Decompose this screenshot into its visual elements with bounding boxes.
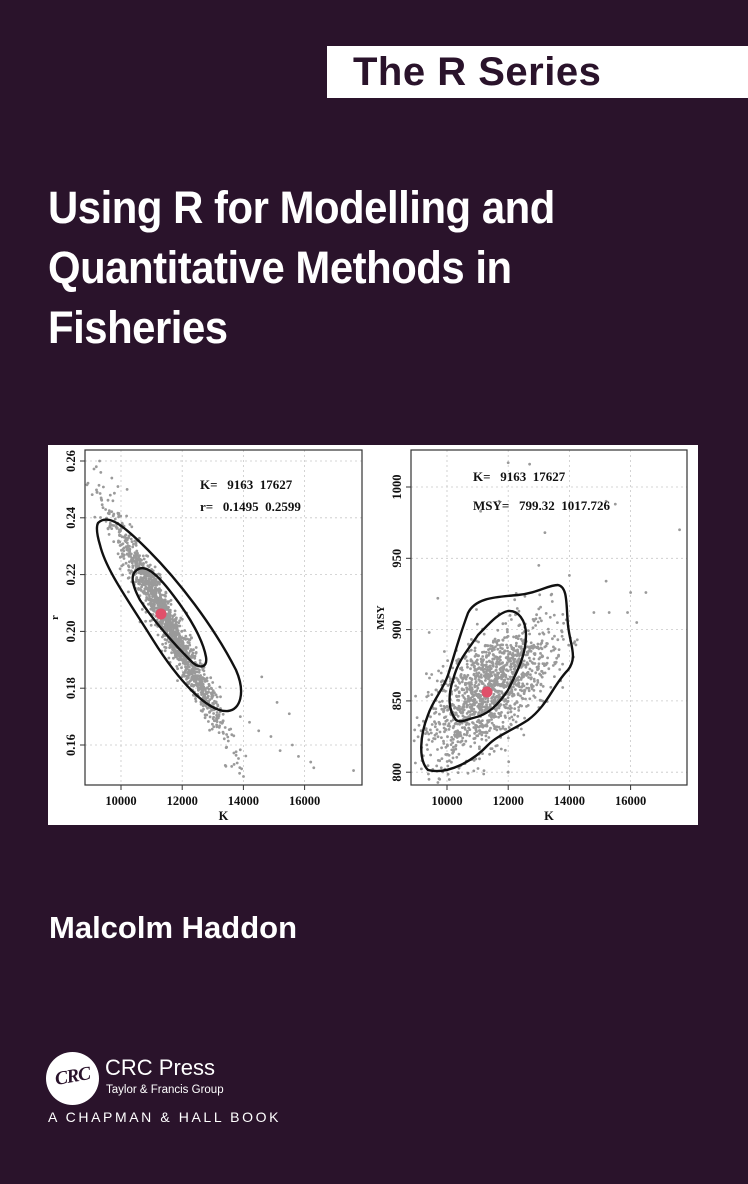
outer-contour: [420, 583, 575, 773]
svg-text:900: 900: [390, 620, 404, 639]
publisher-group: Taylor & Francis Group: [106, 1084, 224, 1096]
crc-logo-icon: CRC: [46, 1052, 99, 1105]
title-line-1: Using R for Modelling and: [48, 182, 555, 233]
right-annot-msy: MSY= 799.32 1017.726: [473, 498, 611, 513]
svg-text:12000: 12000: [493, 794, 524, 808]
svg-text:800: 800: [390, 763, 404, 782]
svg-text:950: 950: [390, 549, 404, 568]
svg-text:850: 850: [390, 692, 404, 711]
svg-text:10000: 10000: [105, 794, 136, 808]
publisher-imprint: A CHAPMAN & HALL BOOK: [48, 1109, 282, 1125]
left-annot-r: r= 0.1495 0.2599: [200, 499, 301, 514]
svg-text:0.24: 0.24: [64, 506, 78, 529]
cover-figure: 10000 12000 14000 16000 0.16 0.18 0.20 0.22 0.24…: [48, 445, 698, 825]
inner-contour: [448, 609, 528, 723]
k-vs-r-plot: 10000 12000 14000 16000 0.16 0.18 0.20 0.22 0.24…: [49, 449, 363, 823]
svg-text:K: K: [544, 809, 554, 823]
svg-text:14000: 14000: [554, 794, 585, 808]
svg-text:0.16: 0.16: [64, 734, 78, 756]
book-title: Using R for Modelling and Quantitative M…: [48, 178, 690, 358]
svg-text:1000: 1000: [390, 475, 404, 500]
center-point: [155, 608, 167, 620]
title-line-2: Quantitative Methods in: [48, 242, 512, 293]
svg-text:K: K: [219, 809, 229, 823]
scatter-plots: 10000 12000 14000 16000 0.16 0.18 0.20 0.22 0.24…: [49, 449, 688, 823]
series-label: The R Series: [353, 50, 602, 94]
crc-logo-text: CRC: [53, 1063, 92, 1090]
svg-text:14000: 14000: [228, 794, 259, 808]
title-line-3: Fisheries: [48, 302, 228, 353]
author-name: Malcolm Haddon: [49, 910, 298, 945]
svg-text:0.26: 0.26: [64, 450, 78, 472]
svg-text:10000: 10000: [431, 794, 462, 808]
right-annot-k: K= 9163 17627: [473, 469, 566, 484]
inner-contour: [131, 566, 208, 668]
outer-contour: [95, 518, 243, 713]
left-annot-k: K= 9163 17627: [200, 477, 293, 492]
svg-text:r: r: [49, 615, 61, 620]
svg-text:0.20: 0.20: [64, 620, 78, 642]
k-vs-msy-plot: 10000 12000 14000 16000 800 850 900 950 1000 K MSY…: [375, 449, 688, 823]
svg-text:0.18: 0.18: [64, 677, 78, 699]
svg-text:MSY: MSY: [375, 605, 387, 630]
center-point: [481, 686, 493, 698]
svg-text:16000: 16000: [289, 794, 320, 808]
svg-text:16000: 16000: [615, 794, 646, 808]
svg-text:12000: 12000: [167, 794, 198, 808]
svg-text:0.22: 0.22: [64, 564, 78, 586]
publisher-name: CRC Press: [105, 1055, 216, 1080]
series-banner: The R Series: [327, 46, 748, 98]
